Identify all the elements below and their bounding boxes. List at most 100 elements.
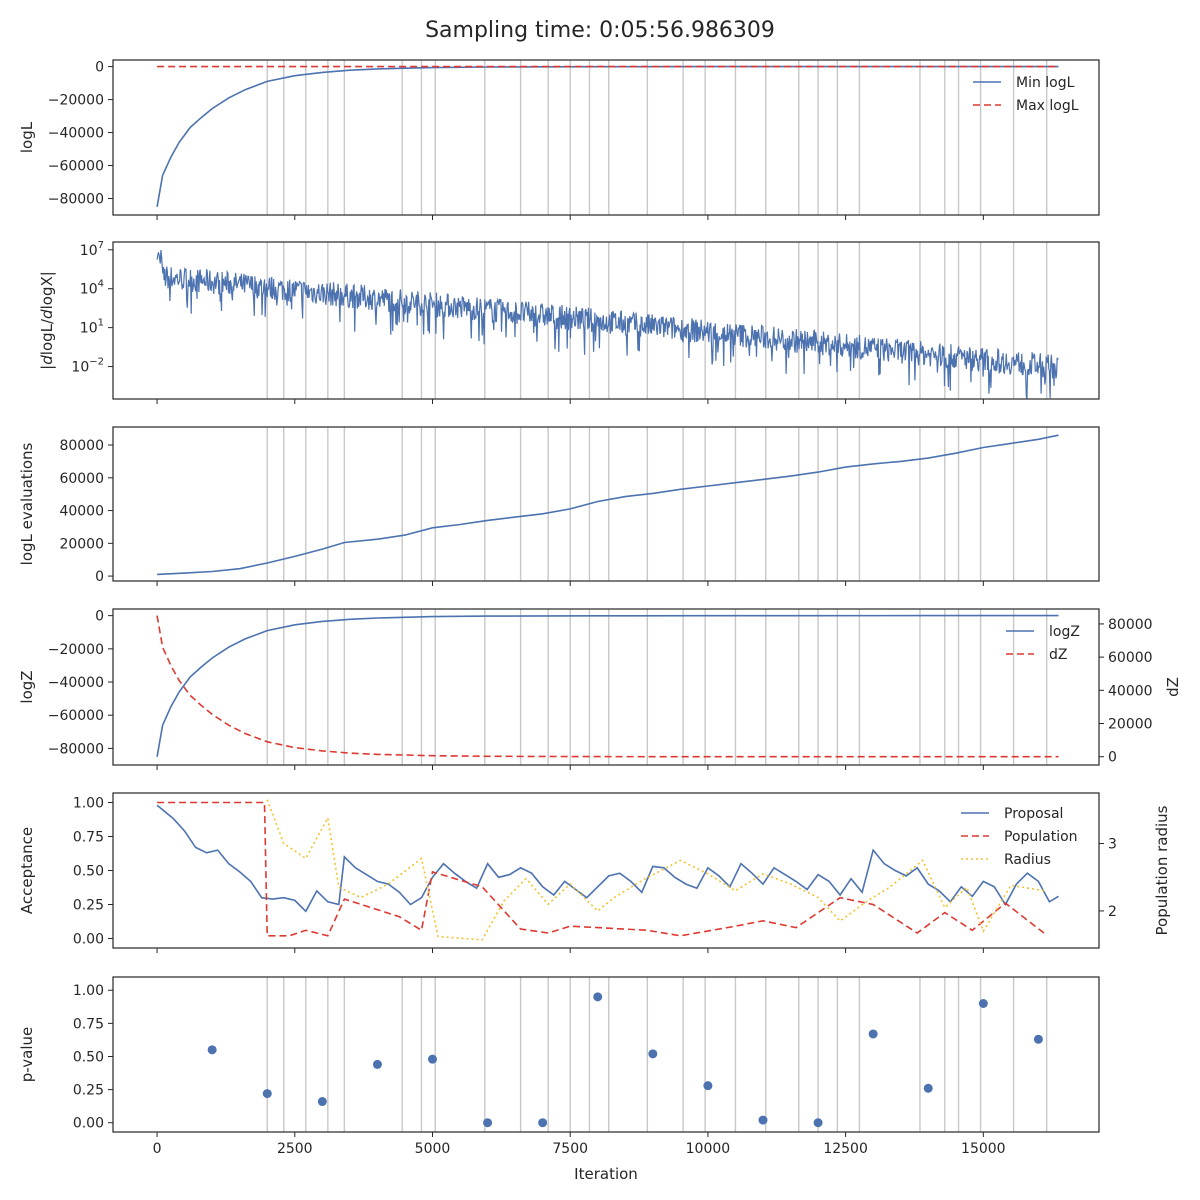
y-tick-label: 1.00 <box>73 796 104 812</box>
y-tick-label: −40000 <box>48 675 104 691</box>
reset-lines <box>266 977 1048 1132</box>
x-axis <box>156 399 984 404</box>
data-point <box>703 1081 713 1091</box>
legend-label: Population <box>1004 829 1078 845</box>
y-axis: 1.00 0.75 0.50 0.25 0.00 <box>73 983 113 1132</box>
y-tick-label-right: 60000 <box>1108 650 1153 666</box>
x-axis <box>156 948 984 953</box>
y-axis-label: logL evaluations <box>18 442 36 565</box>
panel-1: 0 −20000 −40000 −60000 −80000 logL Min logL Max… <box>18 59 1100 220</box>
series-line-radius <box>266 799 1045 941</box>
reset-lines <box>266 609 1048 765</box>
y-axis-label: p-value <box>18 1027 36 1083</box>
data-point <box>483 1118 493 1128</box>
y-tick-label: −80000 <box>48 741 104 757</box>
x-axis <box>156 765 984 770</box>
y-tick-label-right: 20000 <box>1108 717 1153 733</box>
y-tick-label: 0.00 <box>73 931 104 947</box>
plot-area <box>207 992 1043 1128</box>
y-axis-label: logZ <box>18 670 36 703</box>
y-tick-label: 0.00 <box>73 1116 104 1132</box>
y-axis-right: 80000 60000 40000 20000 0 <box>1099 617 1153 766</box>
figure-title: Sampling time: 0:05:56.986309 <box>425 18 775 43</box>
data-point <box>978 998 988 1008</box>
plot-area <box>156 250 1059 399</box>
series-dlogl-line <box>156 250 1059 399</box>
axes-frame <box>112 608 1100 766</box>
y-axis-label: Acceptance <box>18 827 36 914</box>
y-tick-label: 0 <box>95 60 104 76</box>
axes-frame <box>112 59 1100 216</box>
reset-lines <box>266 427 1048 581</box>
data-point <box>372 1059 382 1069</box>
data-point <box>868 1029 878 1039</box>
axes-frame <box>112 241 1100 400</box>
data-point <box>758 1115 768 1125</box>
x-axis <box>156 581 984 586</box>
y-tick-label: 0 <box>95 609 104 625</box>
series-line-logz <box>156 614 1059 757</box>
panel-3: 0 20000 40000 60000 80000 logL evaluations <box>18 426 1100 586</box>
legend: Proposal Population Radius <box>961 806 1078 868</box>
legend-label: Radius <box>1004 852 1051 868</box>
y-tick-label: 107 <box>80 240 104 259</box>
data-point <box>1033 1034 1043 1044</box>
axes-frame <box>112 426 1100 582</box>
data-point <box>648 1049 658 1059</box>
y-tick-label: −20000 <box>48 642 104 658</box>
y-tick-label: 1.00 <box>73 983 104 999</box>
y-axis: 0 −20000 −40000 −60000 −80000 <box>48 609 113 757</box>
series-line-1 <box>157 434 1059 576</box>
x-axis-label: Iteration <box>574 1165 638 1183</box>
panel-4: 0 −20000 −40000 −60000 −80000 80000 60000 40000… <box>18 608 1182 770</box>
y-axis: 1.00 0.75 0.50 0.25 0.00 <box>73 796 113 947</box>
y-tick-label: 104 <box>80 279 104 298</box>
y-tick-label: 0 <box>95 569 104 585</box>
y-tick-label: 10−2 <box>71 357 104 376</box>
y-axis-label: logL <box>18 121 36 153</box>
y-tick-label-right: 80000 <box>1108 617 1153 633</box>
y-tick-label: −80000 <box>48 192 104 208</box>
y-tick-label: 20000 <box>59 536 104 552</box>
y-tick-label-right: 2 <box>1108 904 1117 920</box>
reset-lines <box>266 60 1048 215</box>
data-point <box>427 1054 437 1064</box>
legend-label: Min logL <box>1016 75 1075 91</box>
legend-label: Proposal <box>1004 806 1063 822</box>
y-tick-label: 0.50 <box>73 864 104 880</box>
data-point <box>813 1118 823 1128</box>
y-axis: 107 104 101 10−2 <box>71 240 113 376</box>
y-tick-label: 0.75 <box>73 1016 104 1032</box>
plot-area <box>156 614 1059 758</box>
x-tick-label: 5000 <box>415 1141 451 1157</box>
axes-frame <box>112 792 1100 949</box>
y-tick-label: 0.50 <box>73 1049 104 1065</box>
series-line-proposal <box>156 804 1059 913</box>
y-tick-label-right: 40000 <box>1108 683 1153 699</box>
plot-area <box>156 65 1059 207</box>
y-tick-label-right: 3 <box>1108 837 1117 853</box>
panel-6: 1.00 0.75 0.50 0.25 0.00 0 2500 5000 7500 10000 12… <box>18 976 1100 1183</box>
legend: logZ dZ <box>1006 624 1080 663</box>
data-point <box>923 1083 933 1093</box>
y-tick-label: −40000 <box>48 126 104 142</box>
x-tick-label: 2500 <box>277 1141 313 1157</box>
series-line-dz <box>156 615 1059 758</box>
plot-area <box>157 434 1059 576</box>
y-tick-label: 0.75 <box>73 830 104 846</box>
legend-label: logZ <box>1049 624 1080 640</box>
y-tick-label: 0.25 <box>73 897 104 913</box>
x-tick-label: 7500 <box>552 1141 588 1157</box>
legend-label: Max logL <box>1016 98 1079 114</box>
y-axis-right: 32 <box>1099 837 1117 920</box>
series-line-min-logl <box>156 65 1059 207</box>
legend: Min logL Max logL <box>973 75 1079 114</box>
x-tick-label: 10000 <box>686 1141 731 1157</box>
y-tick-label: 80000 <box>59 438 104 454</box>
reset-lines <box>266 242 1048 399</box>
x-tick-label: 15000 <box>961 1141 1006 1157</box>
data-point <box>262 1089 272 1099</box>
y-axis: 0 −20000 −40000 −60000 −80000 <box>48 60 113 208</box>
y-tick-label: −60000 <box>48 708 104 724</box>
